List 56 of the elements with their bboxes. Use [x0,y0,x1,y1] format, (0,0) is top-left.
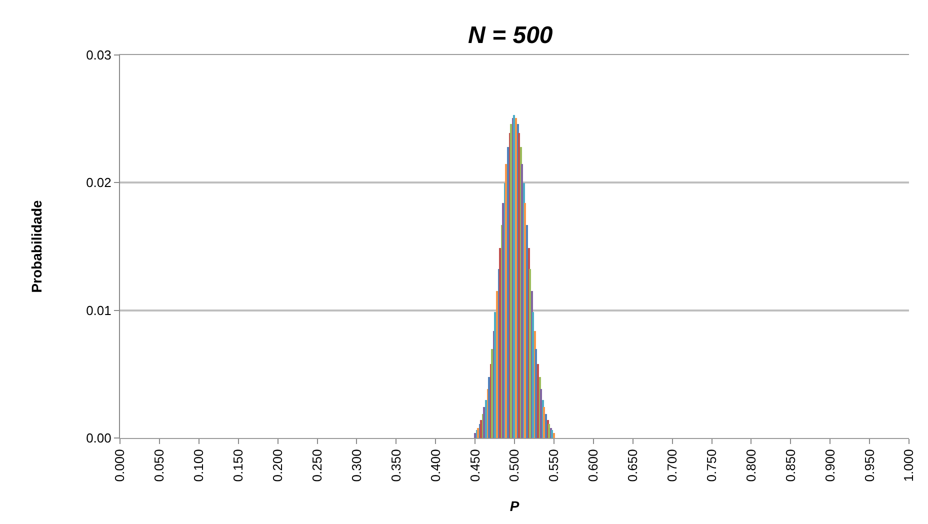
chart-title: N = 500 [468,22,554,49]
x-tick-label: 0.600 [586,449,601,482]
x-tick-label: 0.450 [467,449,482,482]
x-tick-label: 0.050 [152,449,167,482]
x-tick-label: 0.500 [506,449,522,482]
bar [529,269,531,438]
x-tick-label: 0.550 [546,449,562,482]
x-tick-label: 1.000 [901,449,916,482]
bar [502,203,504,438]
bar [537,364,539,438]
y-tick-label: 0.02 [86,175,112,190]
bar [543,407,545,438]
bar [505,164,507,438]
y-axis-title: Probabilidade [28,200,45,293]
x-tick-label: 0.950 [862,449,877,482]
x-tick-label: 0.650 [625,449,640,482]
x-tick-label: 0.850 [782,449,798,482]
x-tick-label: 0.900 [822,449,838,482]
bar [524,203,526,438]
bar [488,377,490,438]
bar [526,225,528,438]
bar [540,389,542,438]
bar [510,124,512,438]
bar [515,118,517,438]
x-tick-label: 0.300 [348,449,364,482]
x-tick-label: 0.250 [309,449,324,482]
bar [474,433,476,438]
bar [518,133,520,438]
x-tick-label: 0.800 [743,449,758,482]
bar [553,433,555,438]
bar [521,164,523,438]
bar [513,115,515,438]
bar [485,400,487,438]
bar [483,407,485,438]
x-tick-label: 0.750 [704,449,719,482]
bar [494,312,496,438]
y-tick-label: 0.00 [86,430,112,446]
y-tick-label: 0.01 [86,302,112,318]
x-tick-label: 0.000 [112,449,128,482]
y-tick-label: 0.03 [86,48,112,63]
bar [496,291,498,438]
bar [532,312,534,438]
bar [548,424,550,438]
x-tick-label: 0.200 [270,449,286,482]
bar [545,414,547,438]
x-tick-label: 0.150 [230,449,246,482]
bar [499,248,501,438]
bar [491,349,493,438]
x-tick-label: 0.100 [191,449,206,482]
bar [535,349,537,438]
x-tick-label: 0.700 [664,449,680,482]
x-tick-label: 0.350 [388,449,404,482]
x-axis-title: P [510,498,520,514]
bar [507,147,509,438]
bar [480,420,482,438]
x-tick-label: 0.400 [428,449,443,482]
